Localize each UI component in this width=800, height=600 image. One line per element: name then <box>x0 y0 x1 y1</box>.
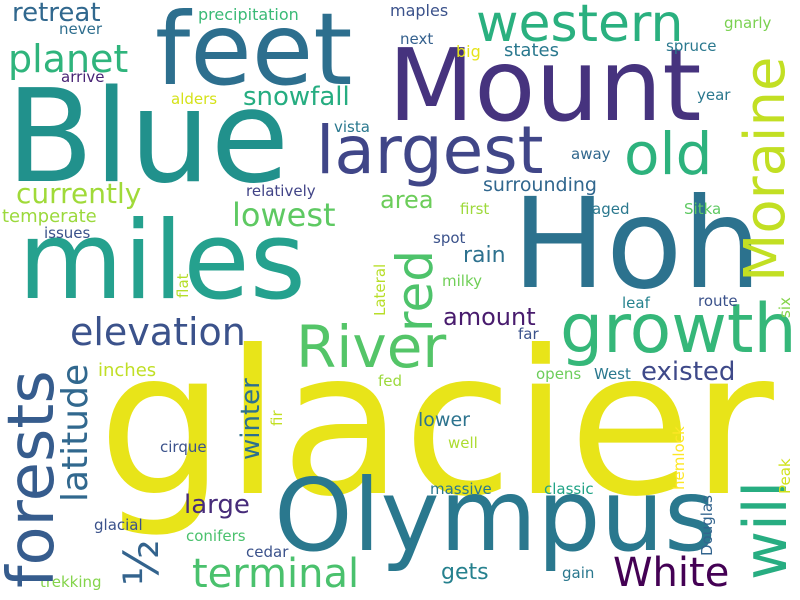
word: existed <box>641 357 736 387</box>
word: miles <box>18 199 306 324</box>
word: states <box>504 40 559 61</box>
word: ½ <box>114 539 170 586</box>
word: six <box>776 297 794 318</box>
word: trekking <box>40 573 102 591</box>
word: big <box>456 42 481 61</box>
word: classic <box>544 480 594 498</box>
word: fir <box>268 410 286 426</box>
word: surrounding <box>483 174 597 196</box>
word: glacier <box>98 308 774 541</box>
word: River <box>296 313 447 381</box>
word: Peak <box>776 458 794 494</box>
word: spruce <box>666 37 717 55</box>
word: conifers <box>186 527 246 545</box>
word: Moraine <box>733 56 798 282</box>
word: massive <box>430 480 492 498</box>
word: latitude <box>55 363 96 502</box>
word: lower <box>418 409 470 431</box>
word: alders <box>171 90 218 108</box>
word: gets <box>441 560 489 585</box>
word: arrive <box>61 68 105 86</box>
word: well <box>448 434 478 452</box>
word: vista <box>334 118 370 136</box>
word: gnarly <box>724 14 772 32</box>
word: West <box>594 365 631 383</box>
word: glacial <box>94 516 143 534</box>
word: largest <box>316 112 544 189</box>
word: issues <box>44 224 91 242</box>
word: western <box>476 0 684 54</box>
word: Lateral <box>371 263 389 316</box>
word: maples <box>390 1 449 20</box>
word: relatively <box>246 182 316 200</box>
word: opens <box>536 365 582 383</box>
word: winter <box>236 378 266 460</box>
word: inches <box>98 360 157 381</box>
word: cedar <box>246 543 289 561</box>
word: snowfall <box>243 82 350 112</box>
word: lowest <box>232 196 336 234</box>
word: White <box>613 550 730 596</box>
word: flat <box>174 273 192 298</box>
word: away <box>571 145 611 163</box>
word: terminal <box>192 551 360 597</box>
word: far <box>518 325 539 343</box>
word: milky <box>442 272 482 290</box>
word: old <box>624 120 713 188</box>
word: currently <box>16 177 142 210</box>
word: first <box>460 200 490 218</box>
word: Mount <box>388 27 702 144</box>
word: hemlock <box>670 426 688 490</box>
word: year <box>697 86 731 104</box>
word: never <box>59 20 103 38</box>
word: feet <box>155 0 353 108</box>
word: red <box>386 250 444 332</box>
word: fed <box>378 372 403 390</box>
word: planet <box>8 37 129 81</box>
word: Olympus <box>274 457 717 574</box>
word: area <box>380 186 434 214</box>
word: rain <box>463 243 506 268</box>
word: route <box>698 292 738 310</box>
word: temperate <box>2 206 97 227</box>
word: spot <box>433 229 466 247</box>
word: amount <box>443 303 536 331</box>
word: retreat <box>12 0 101 28</box>
word: next <box>400 30 434 48</box>
word: Hoh <box>512 172 762 317</box>
word: gain <box>562 564 595 582</box>
word: leaf <box>622 294 650 312</box>
word: elevation <box>70 310 246 354</box>
word: Douglas <box>698 495 716 556</box>
word: Blue <box>6 63 290 212</box>
word: will <box>731 480 800 580</box>
word: cirque <box>160 438 207 456</box>
word: Sitka <box>684 200 722 218</box>
word: growth <box>560 290 797 369</box>
word: large <box>184 490 250 520</box>
word: precipitation <box>198 5 299 24</box>
word: aged <box>592 200 630 218</box>
